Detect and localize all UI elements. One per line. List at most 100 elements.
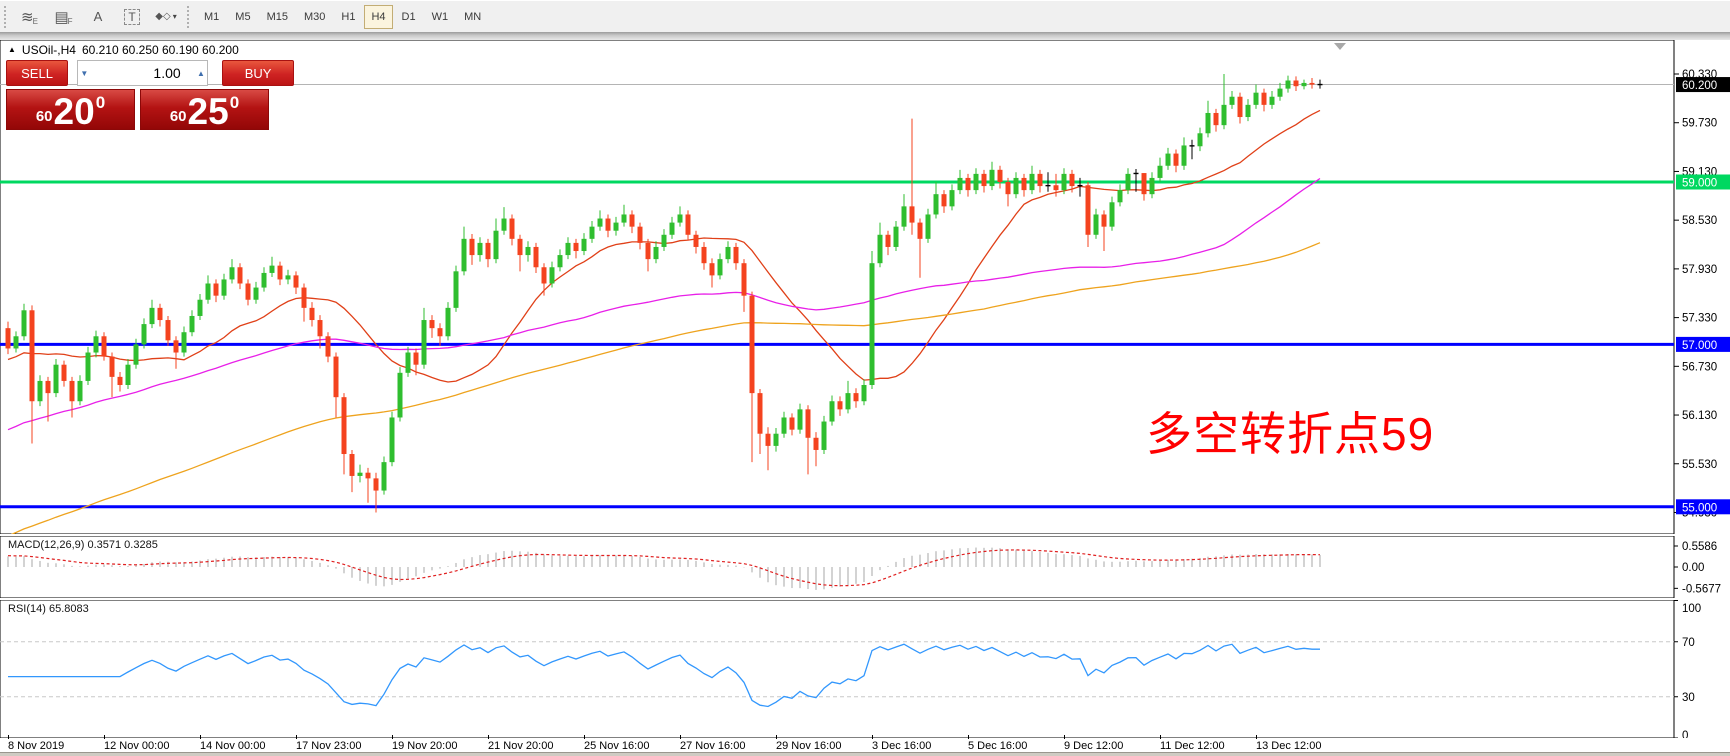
timeframe-button-d1[interactable]: D1 [401,10,416,23]
candle-body [1205,112,1211,134]
candle-body [525,246,531,256]
grid-icon[interactable]: ▤ F [47,4,81,30]
sell-button[interactable]: SELL [6,60,69,86]
bottom-status-strip [0,752,1730,756]
candle-body [981,173,987,187]
candle-body [45,380,51,394]
timeframe-button-m5[interactable]: M5 [235,10,251,23]
candle-body [493,230,499,260]
time-axis-label: 21 Nov 20:00 [488,740,554,752]
rsi-panel[interactable]: 100 70 30 0 [0,600,1730,738]
macd-signal-line [7,549,1321,587]
volume-decrease-button[interactable]: ▼ [77,60,91,86]
time-axis-label: 14 Nov 00:00 [200,740,266,752]
time-axis-label: 27 Nov 16:00 [680,740,746,752]
main-price-chart[interactable]: 60.33059.73059.13058.53057.93057.33056.7… [0,40,1730,534]
macd-plot-area [0,536,1675,598]
candle-body [77,380,83,402]
candle-body [485,242,491,260]
candle-body [989,169,995,187]
candle-body [1013,177,1019,195]
candle-body [157,307,163,321]
volume-increase-button[interactable]: ▲ [194,60,209,86]
candle-body [1237,96,1243,118]
volume-input[interactable] [90,60,195,86]
candle-body [925,214,931,239]
timeframe-button-h1[interactable]: H1 [341,10,356,23]
candle-body [109,356,115,377]
candle-body [453,271,459,308]
time-tick [104,735,105,739]
candle-body [301,287,307,308]
price-tag-label: 57.000 [1682,340,1717,352]
sell-price-big: 20 [53,90,95,132]
candle-body [1277,88,1283,97]
candle-body [1053,185,1059,191]
text-label-icon[interactable]: A [81,4,115,30]
candle-body [853,393,859,402]
objects-icon[interactable]: ◆◇ ▾ [149,4,183,30]
candle-body [517,238,523,256]
candle-body [901,206,907,227]
candle-body [1149,177,1155,195]
candle-body [1005,181,1011,195]
indicators-icon[interactable]: ≋ E [13,4,47,30]
timeframe-button-m1[interactable]: M1 [204,10,220,23]
candle-body [557,255,563,268]
candle-body [325,336,331,357]
candle-body [253,287,259,300]
toolbar-grip[interactable] [187,5,192,28]
rsi-label: RSI(14) 65.8083 [8,603,89,615]
candle-body [1021,177,1027,191]
candle-body [597,218,603,227]
collapse-quote-icon[interactable]: ▲ [8,44,16,54]
timeframe-button-m30[interactable]: M30 [303,10,326,23]
candle-body [141,324,147,345]
candle-body [669,222,675,235]
candle-body [1109,202,1115,227]
candle-body [629,214,635,227]
candle-body [645,242,651,260]
macd-panel[interactable]: 0.5586 0.00 -0.5677 [0,536,1730,598]
candle-body [1061,173,1067,191]
candle-body [869,263,875,385]
time-axis[interactable]: 8 Nov 2019 12 Nov 00:00 14 Nov 00:00 17 Nov… [0,735,1730,752]
toolbar-grip[interactable] [4,5,9,28]
candle-body [317,320,323,337]
grid-icon-glyph: ▤ [54,8,69,26]
candle-body [1085,185,1091,235]
candle-body [69,380,75,402]
price-tag-55.000 [1676,499,1730,515]
timeframe-button-m15[interactable]: M15 [266,10,288,23]
time-axis-label: 17 Nov 23:00 [296,740,362,752]
candle-body [933,194,939,215]
candle-body [341,397,347,455]
one-click-trade-widget: SELL ▼ ▲ BUY 60 20 0 60 25 0 [6,60,294,130]
annotation-text: 多空转折点59 [1146,408,1435,460]
buy-button[interactable]: BUY [222,60,294,86]
buy-price-small: 60 [169,108,187,125]
timeframe-button-w1[interactable]: W1 [431,10,449,23]
candle-body [21,310,27,337]
time-tick [968,735,969,739]
macd-axis-label: -0.5677 [1682,583,1721,595]
toolbar: ≋ E ▤ F A T ◆◇ ▾ M1 M5 M15 M30 H1 H4 D1 W1 MN [0,0,1730,32]
time-tick [1256,735,1257,739]
candle-body [1157,165,1163,178]
candle-body [389,417,395,463]
candle-body [541,267,547,284]
timeframe-button-h4[interactable]: H4 [364,4,393,29]
indicators-icon-sub: E [32,17,38,26]
text-box-icon[interactable]: T [115,4,149,30]
candle-body [909,206,915,223]
candle-body [85,352,91,381]
price-tick-label: 58.530 [1682,215,1717,227]
price-tag-60.200 [1676,77,1730,93]
candle-body [1245,104,1251,118]
sell-quote-box[interactable]: 60 20 0 [6,89,135,130]
candle-body [533,246,539,268]
time-tick [680,735,681,739]
price-tick-label: 57.330 [1682,313,1717,325]
buy-quote-box[interactable]: 60 25 0 [140,89,269,130]
timeframe-button-mn[interactable]: MN [464,10,482,23]
